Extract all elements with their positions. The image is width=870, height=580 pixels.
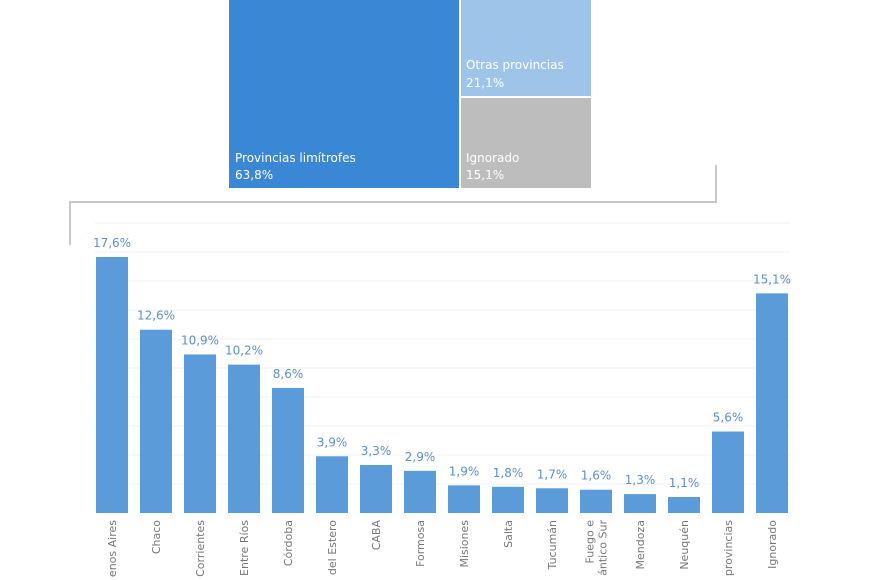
treemap-cell-otras bbox=[461, 0, 591, 96]
category-label: Formosa bbox=[414, 520, 427, 567]
data-label: 8,6% bbox=[273, 367, 304, 381]
data-label: 1,6% bbox=[581, 469, 612, 483]
category-label: enos Aires bbox=[106, 520, 119, 577]
bar bbox=[668, 497, 700, 513]
treemap-cell-limitrofes bbox=[229, 0, 459, 188]
data-label: 10,9% bbox=[181, 333, 219, 347]
category-label: CABA bbox=[370, 520, 383, 551]
bar bbox=[404, 470, 436, 513]
bracket-line bbox=[69, 165, 717, 245]
category-label: del Estero bbox=[326, 520, 339, 575]
bar bbox=[492, 486, 524, 513]
category-label: ántico Sur bbox=[597, 520, 610, 576]
bar bbox=[316, 456, 348, 513]
bar bbox=[580, 489, 612, 513]
bar bbox=[140, 329, 172, 513]
data-label: 3,3% bbox=[361, 444, 392, 458]
category-label: Ignorado bbox=[766, 520, 779, 569]
data-label: 5,6% bbox=[713, 411, 744, 425]
category-label: Tucumán bbox=[546, 520, 559, 570]
bar bbox=[756, 293, 788, 513]
category-label: Entre Ríos bbox=[238, 520, 251, 576]
bars: 17,6% enos Aires 12,6% Chaco 10,9% Corrientes… bbox=[93, 236, 791, 577]
treemap-value: 15,1% bbox=[466, 168, 504, 182]
treemap-label: Otras provincias bbox=[466, 58, 564, 72]
treemap: Provincias limítrofes 63,8% Otras provin… bbox=[229, 0, 591, 188]
bar bbox=[96, 257, 128, 513]
category-label: Córdoba bbox=[282, 520, 295, 566]
data-label: 15,1% bbox=[753, 272, 791, 286]
treemap-value: 63,8% bbox=[235, 168, 273, 182]
category-label: Chaco bbox=[150, 520, 163, 554]
bar bbox=[448, 485, 480, 513]
category-label: Fuego e bbox=[584, 520, 597, 564]
data-label: 3,9% bbox=[317, 435, 348, 449]
bar bbox=[228, 364, 260, 513]
category-label: Misiones bbox=[458, 520, 471, 568]
treemap-value: 21,1% bbox=[466, 76, 504, 90]
data-label: 2,9% bbox=[405, 450, 436, 464]
bar bbox=[360, 465, 392, 513]
treemap-cell-ignorado bbox=[461, 98, 591, 188]
bar bbox=[184, 354, 216, 513]
category-label: Mendoza bbox=[634, 520, 647, 569]
bar bbox=[536, 488, 568, 513]
data-label: 1,8% bbox=[493, 466, 524, 480]
data-label: 1,7% bbox=[537, 467, 568, 481]
data-label: 1,3% bbox=[625, 473, 656, 487]
bar bbox=[712, 431, 744, 513]
data-label: 1,1% bbox=[669, 476, 700, 490]
treemap-label: Provincias limítrofes bbox=[235, 151, 356, 165]
bar bbox=[624, 494, 656, 513]
category-label: Corrientes bbox=[194, 520, 207, 577]
data-label: 12,6% bbox=[137, 309, 175, 323]
data-label: 1,9% bbox=[449, 464, 480, 478]
category-label: Salta bbox=[502, 520, 515, 548]
category-label: Neuquén bbox=[678, 520, 691, 570]
data-label: 17,6% bbox=[93, 236, 131, 250]
category-label: provincias bbox=[722, 520, 735, 576]
treemap-label: Ignorado bbox=[466, 151, 519, 165]
bar bbox=[272, 387, 304, 513]
data-label: 10,2% bbox=[225, 344, 263, 358]
